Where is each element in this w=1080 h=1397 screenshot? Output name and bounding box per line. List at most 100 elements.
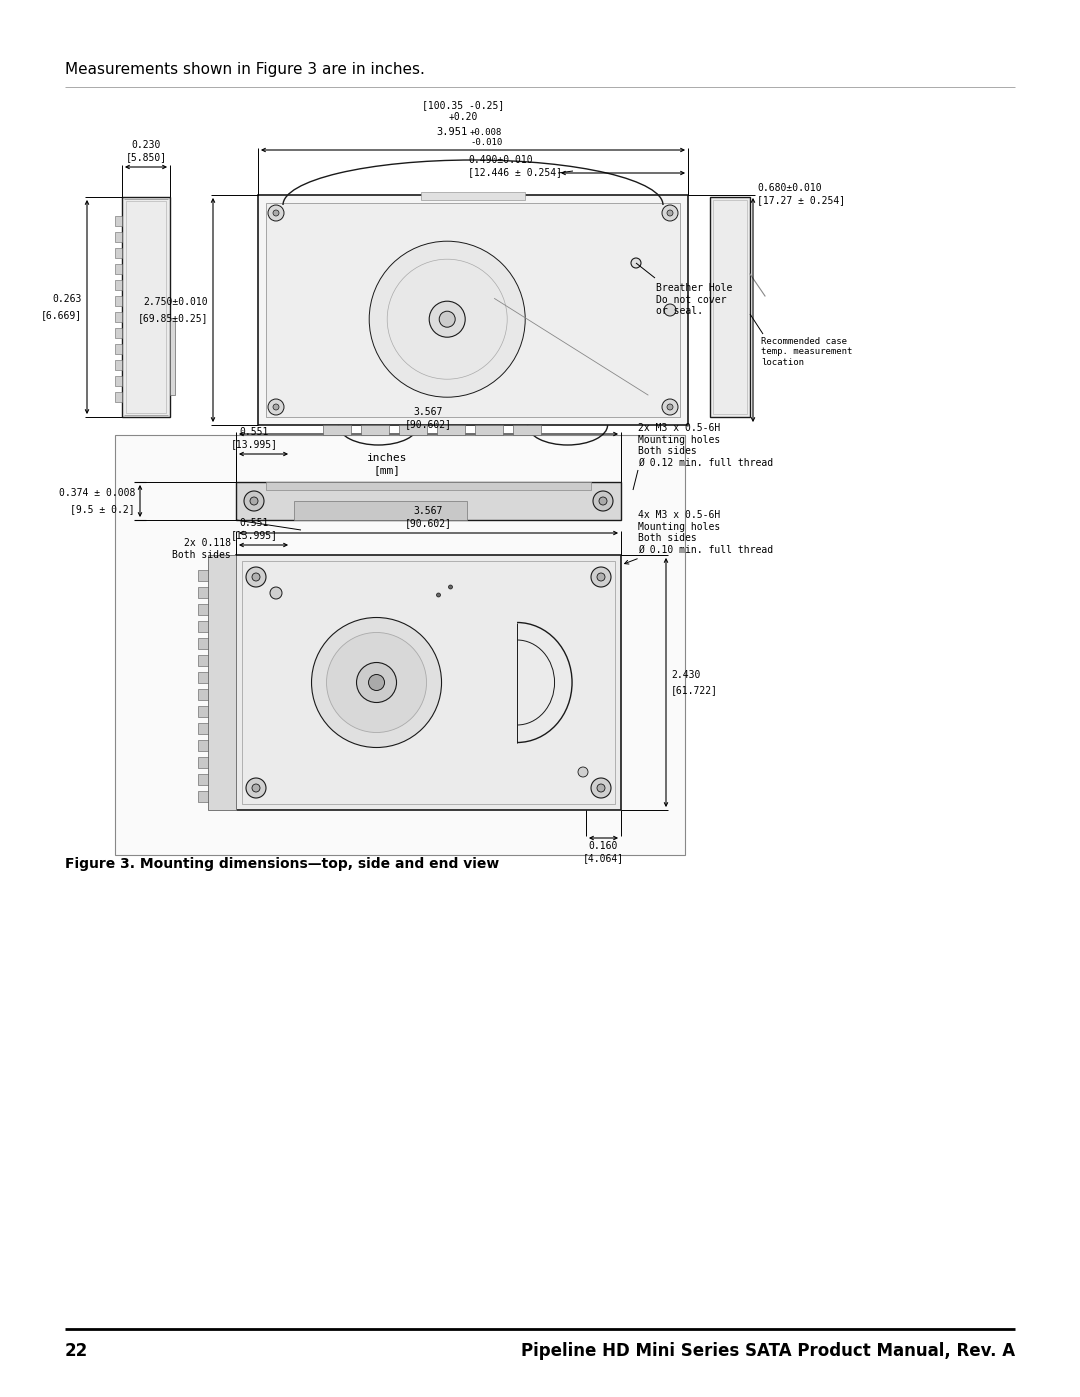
Text: 2.430: 2.430	[671, 669, 700, 679]
Bar	[114, 434, 685, 855]
Text: [17.27 ± 0.254]: [17.27 ± 0.254]	[757, 196, 846, 205]
Circle shape	[667, 210, 673, 217]
Bar	[294, 502, 467, 520]
Text: 0.680±0.010: 0.680±0.010	[757, 183, 822, 193]
Text: 22: 22	[65, 1343, 89, 1361]
Bar	[198, 655, 208, 666]
Circle shape	[440, 312, 455, 327]
Text: Figure 3. Mounting dimensions—top, side and end view: Figure 3. Mounting dimensions—top, side …	[65, 856, 499, 870]
Circle shape	[326, 633, 427, 732]
Text: 3.567
[90.602]: 3.567 [90.602]	[405, 506, 453, 528]
Circle shape	[436, 592, 441, 597]
Circle shape	[246, 567, 266, 587]
Text: +0.20: +0.20	[448, 112, 477, 122]
Bar	[258, 196, 688, 425]
Circle shape	[597, 784, 605, 792]
Circle shape	[662, 205, 678, 221]
Bar	[114, 296, 122, 306]
Bar	[266, 482, 591, 490]
Bar	[237, 555, 621, 810]
Bar	[399, 425, 427, 434]
Bar	[170, 319, 175, 395]
Bar	[114, 264, 122, 274]
Circle shape	[448, 585, 453, 590]
Bar	[114, 360, 122, 370]
Circle shape	[369, 242, 525, 397]
Text: 2.750±0.010: 2.750±0.010	[144, 298, 208, 307]
Bar	[208, 555, 237, 810]
Circle shape	[249, 497, 258, 504]
Bar	[198, 757, 208, 768]
Bar	[114, 344, 122, 353]
Bar	[198, 672, 208, 683]
Bar	[421, 191, 525, 200]
Bar	[323, 425, 351, 434]
Text: [9.5 ± 0.2]: [9.5 ± 0.2]	[70, 504, 135, 514]
Circle shape	[246, 778, 266, 798]
Text: [6.669]: [6.669]	[41, 310, 82, 320]
Bar	[126, 201, 166, 414]
Text: 3.567
[90.602]: 3.567 [90.602]	[405, 408, 453, 429]
Text: 0.374 ± 0.008: 0.374 ± 0.008	[58, 488, 135, 497]
Circle shape	[593, 490, 613, 511]
Text: 3.951: 3.951	[436, 127, 468, 137]
Bar	[198, 570, 208, 581]
Circle shape	[591, 567, 611, 587]
Circle shape	[578, 767, 588, 777]
Circle shape	[270, 587, 282, 599]
Circle shape	[273, 210, 279, 217]
Circle shape	[429, 302, 465, 337]
Circle shape	[252, 573, 260, 581]
Text: 2x 0.118
Both sides: 2x 0.118 Both sides	[172, 538, 231, 560]
Circle shape	[591, 778, 611, 798]
Bar	[198, 622, 208, 631]
Text: [12.446 ± 0.254]: [12.446 ± 0.254]	[468, 168, 562, 177]
Bar	[437, 425, 465, 434]
Text: 0.160
[4.064]: 0.160 [4.064]	[583, 841, 624, 862]
Circle shape	[311, 617, 442, 747]
Circle shape	[599, 497, 607, 504]
Circle shape	[273, 404, 279, 409]
Bar	[266, 203, 680, 416]
Bar	[114, 312, 122, 321]
Circle shape	[244, 490, 264, 511]
Bar	[114, 279, 122, 291]
Circle shape	[597, 573, 605, 581]
Text: Recommended case
temp. measurement
location: Recommended case temp. measurement locat…	[761, 337, 852, 367]
Circle shape	[631, 258, 642, 268]
Bar	[475, 425, 503, 434]
Circle shape	[356, 662, 396, 703]
Bar	[198, 740, 208, 752]
Bar	[198, 638, 208, 650]
Bar	[713, 200, 747, 414]
Text: 0.490±0.010: 0.490±0.010	[468, 155, 532, 165]
Circle shape	[268, 400, 284, 415]
Text: Measurements shown in Figure 3 are in inches.: Measurements shown in Figure 3 are in in…	[65, 61, 424, 77]
Bar	[237, 482, 621, 520]
Text: +0.008: +0.008	[470, 129, 502, 137]
Bar	[361, 425, 389, 434]
Bar	[198, 689, 208, 700]
Text: -0.010: -0.010	[470, 138, 502, 147]
Bar	[122, 197, 170, 416]
Bar	[710, 197, 750, 416]
Text: 2x M3 x 0.5-6H
Mounting holes
Both sides
Ø 0.12 min. full thread: 2x M3 x 0.5-6H Mounting holes Both sides…	[638, 423, 773, 468]
Text: 0.551
[13.995]: 0.551 [13.995]	[230, 427, 278, 448]
Text: [61.722]: [61.722]	[671, 686, 718, 696]
Circle shape	[664, 305, 676, 316]
Bar	[114, 249, 122, 258]
Circle shape	[268, 205, 284, 221]
Bar	[198, 791, 208, 802]
Text: 0.230
[5.850]: 0.230 [5.850]	[125, 141, 166, 162]
Bar	[242, 562, 615, 805]
Text: Breather Hole
Do not cover
or seal.: Breather Hole Do not cover or seal.	[656, 284, 732, 316]
Text: Pipeline HD Mini Series SATA Product Manual, Rev. A: Pipeline HD Mini Series SATA Product Man…	[521, 1343, 1015, 1361]
Circle shape	[368, 675, 384, 690]
Bar	[198, 724, 208, 733]
Bar	[198, 705, 208, 717]
Bar	[114, 217, 122, 226]
Bar	[114, 393, 122, 402]
Bar	[114, 328, 122, 338]
Bar	[513, 425, 541, 434]
Text: 4x M3 x 0.5-6H
Mounting holes
Both sides
Ø 0.10 min. full thread: 4x M3 x 0.5-6H Mounting holes Both sides…	[624, 510, 773, 564]
